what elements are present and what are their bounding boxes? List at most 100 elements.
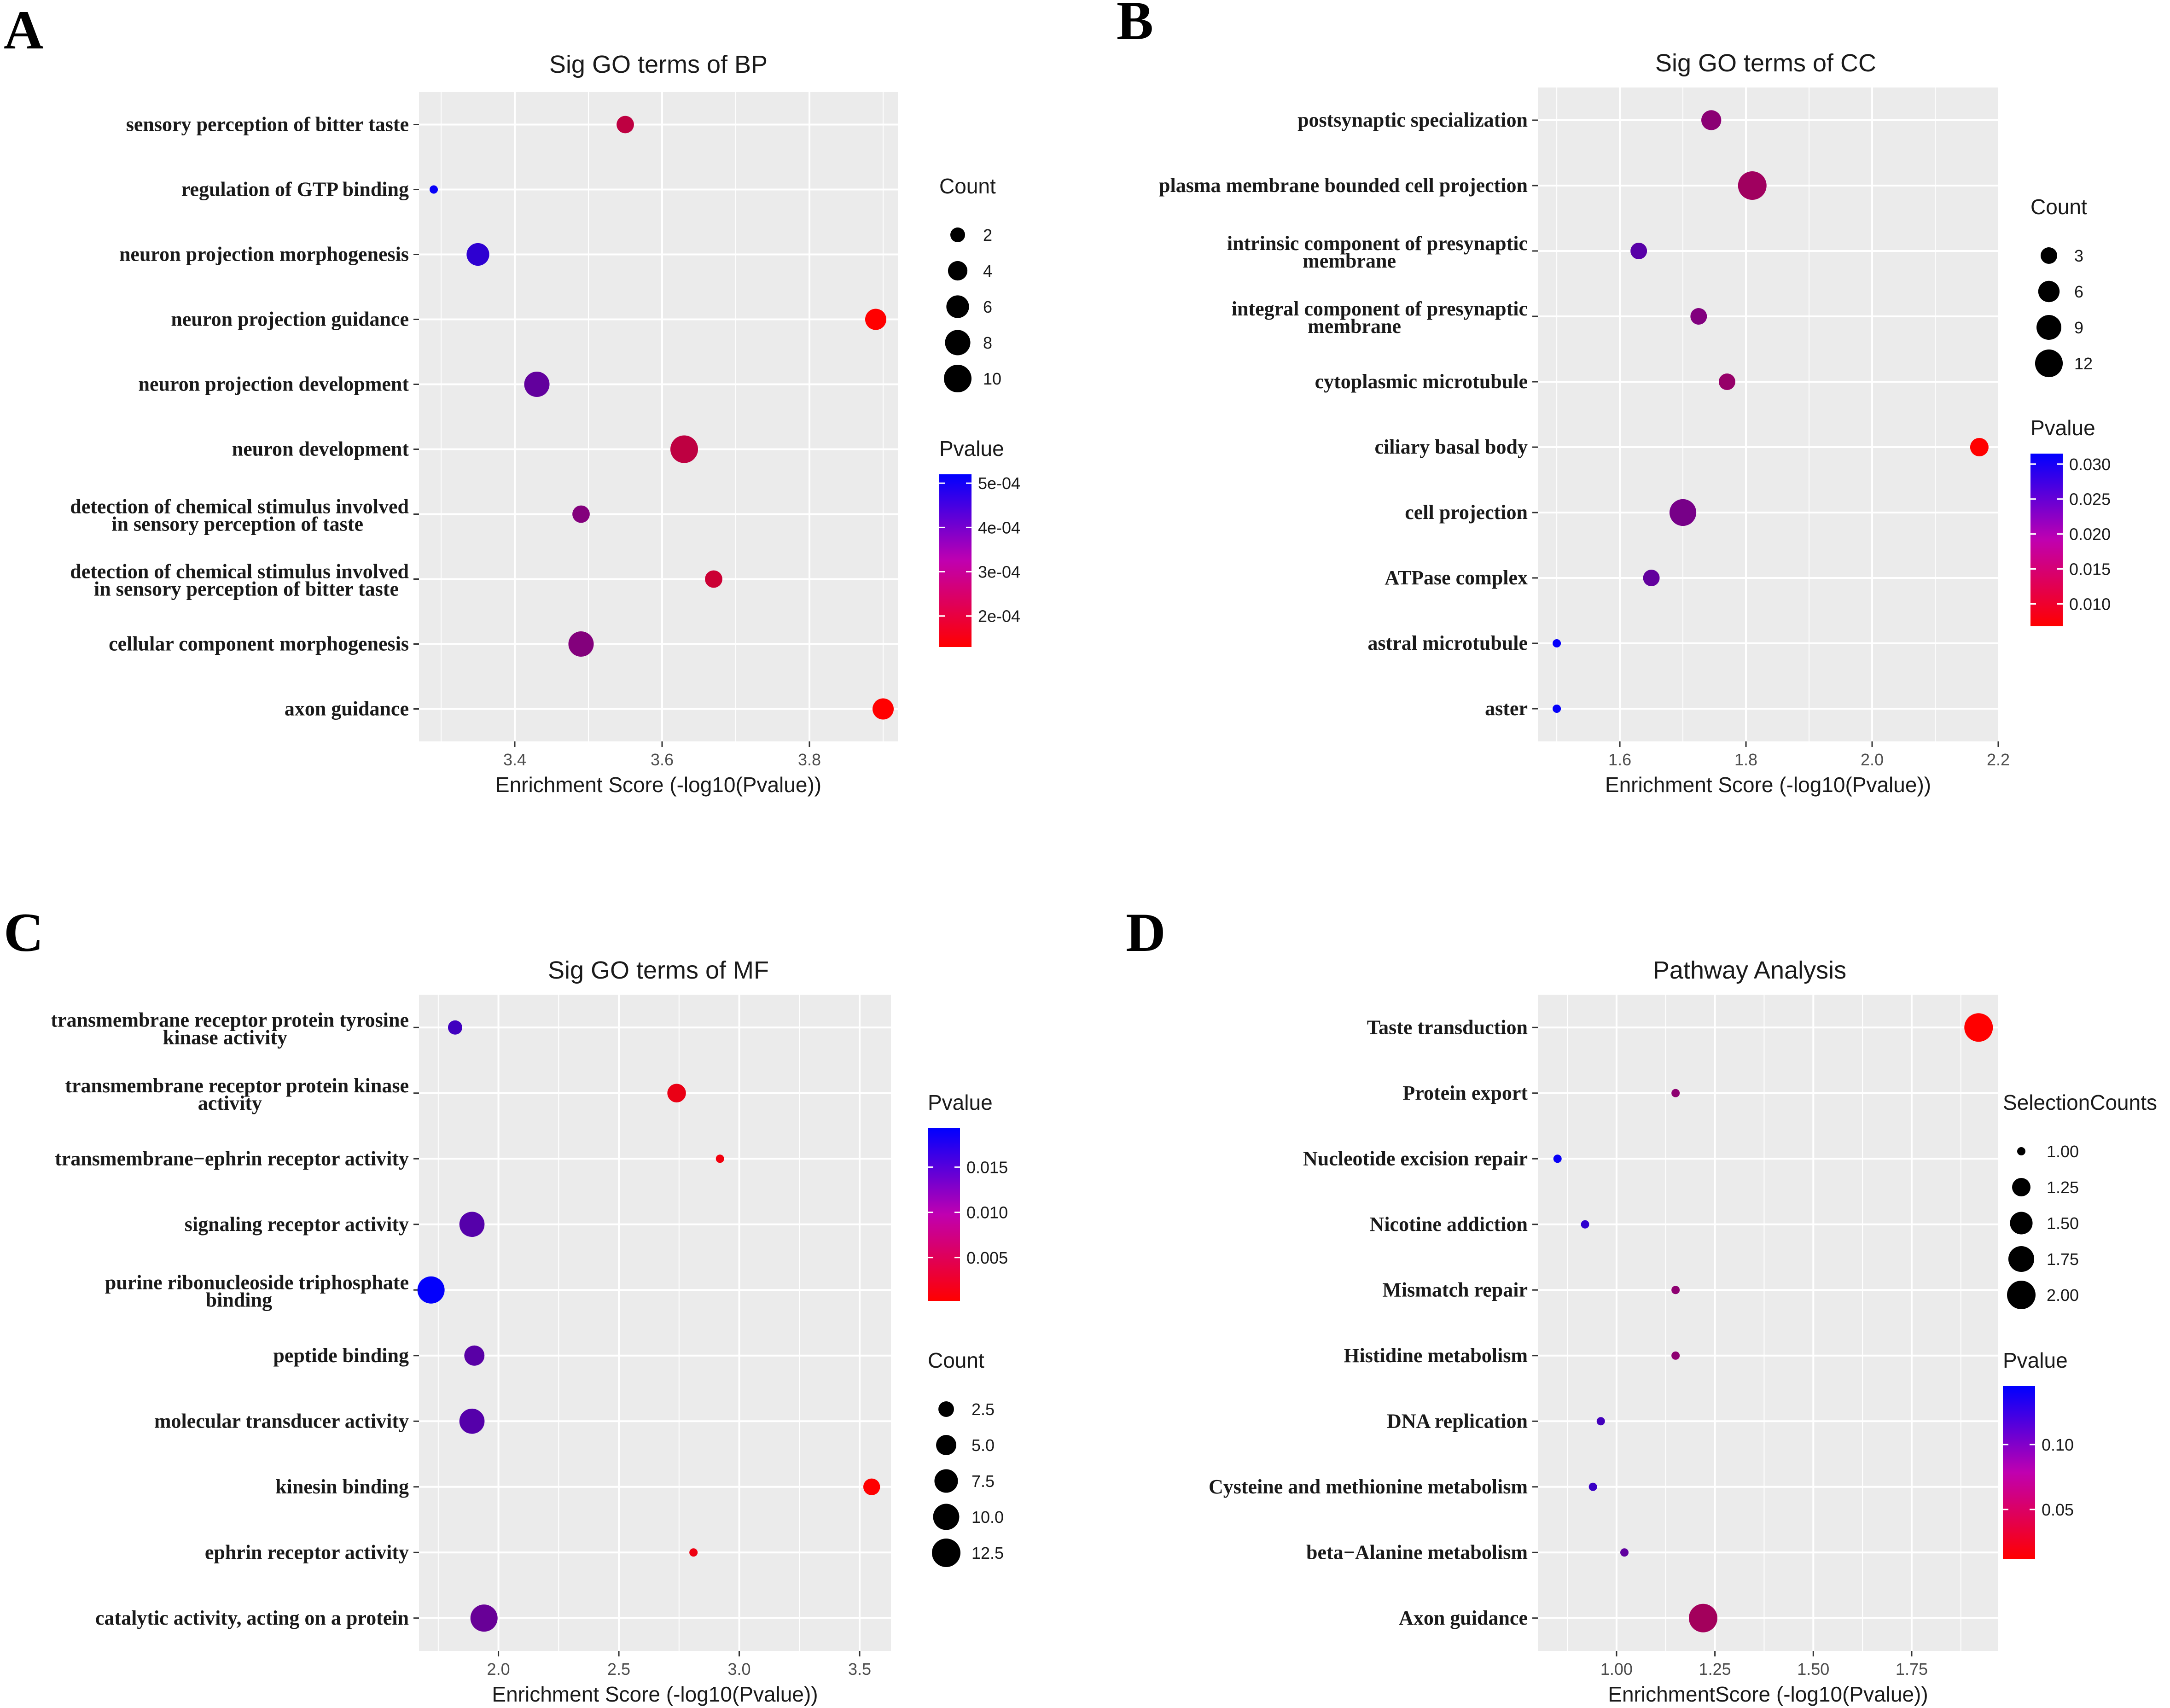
legend-size-label: 5.0 [972, 1436, 995, 1455]
data-point [1671, 1286, 1680, 1294]
legend-colorbar-label: 0.015 [966, 1158, 1008, 1177]
legend-size: Count 2 4 6 8 10 [939, 174, 1001, 392]
legend-size-label: 1.50 [2047, 1214, 2079, 1233]
legend-size-label: 2 [983, 226, 992, 245]
x-tick-label: 2.0 [1861, 750, 1884, 769]
y-label-line: activity [198, 1092, 262, 1114]
data-point [873, 698, 894, 720]
y-category-label: DNA replication [1387, 1410, 1528, 1432]
legend-size-label: 10.0 [972, 1508, 1004, 1527]
data-point [1671, 1351, 1680, 1360]
x-tick-label: 2.0 [487, 1660, 510, 1679]
y-label-line: intrinsic component of presynaptic [1227, 232, 1528, 255]
legend-size-key [934, 1469, 958, 1493]
x-axis-label: Enrichment Score (-log10(Pvalue)) [495, 773, 821, 797]
panel-letter-d: D [1126, 902, 1166, 963]
y-category-label: Taste transduction [1367, 1016, 1528, 1038]
y-category-label: regulation of GTP binding [181, 178, 409, 201]
legend-size-key [933, 1504, 960, 1530]
legend-colorbar-label: 0.030 [2069, 455, 2111, 474]
y-category-label: aster [1485, 697, 1528, 720]
data-point [617, 116, 634, 134]
legend-size-title: Count [939, 174, 996, 198]
legend-colorbar-label: 0.005 [966, 1248, 1008, 1267]
legend-colorbar-label: 5e-04 [978, 474, 1020, 493]
legend-size-title: Count [2030, 195, 2087, 219]
data-point [670, 435, 698, 463]
data-point [1738, 171, 1767, 200]
data-point [1690, 308, 1707, 325]
legend-size-label: 10 [983, 369, 1001, 388]
data-point [1620, 1548, 1629, 1557]
data-point [667, 1084, 686, 1102]
legend-size-key [2036, 315, 2061, 340]
y-label-line: binding [206, 1288, 272, 1311]
y-category-label: transmembrane−ephrin receptor activity [55, 1147, 409, 1170]
y-category-label: neuron projection morphogenesis [119, 243, 409, 266]
legend-size: Count 3 6 9 12 [2030, 195, 2093, 378]
legend-color-title: Pvalue [2030, 416, 2095, 440]
chart-panel-d: Pathway Analysis 1.00 1.25 1.50 1.75 Enrichme… [1209, 956, 2157, 1706]
legend-colorbar-label: 0.010 [2069, 595, 2111, 613]
y-label-line: purine ribonucleoside triphosphate [105, 1271, 409, 1294]
legend-size-key [2038, 280, 2060, 303]
legend-colorbar-label: 0.05 [2042, 1500, 2074, 1519]
data-point [716, 1154, 724, 1163]
x-tick-label: 1.6 [1608, 750, 1631, 769]
y-label-line: in sensory perception of taste [111, 513, 363, 536]
legend-size-label: 4 [983, 262, 992, 280]
legend-size-label: 2.00 [2047, 1286, 2079, 1305]
y-label-line: detection of chemical stimulus involved [70, 495, 409, 518]
y-category-label: Protein export [1402, 1082, 1528, 1104]
legend-color-title: Pvalue [928, 1090, 993, 1114]
y-category-label: cell projection [1405, 501, 1528, 524]
y-category-label: ephrin receptor activity [205, 1541, 409, 1563]
legend-size-title: Count [928, 1348, 984, 1372]
chart-title: Sig GO terms of MF [548, 956, 769, 984]
y-label-line: transmembrane receptor protein tyrosine [51, 1008, 409, 1031]
legend-size-key [2035, 349, 2063, 378]
x-tick-label: 3.0 [728, 1660, 751, 1679]
y-category-label: peptide binding [273, 1344, 409, 1367]
legend-colorbar-label: 0.10 [2042, 1435, 2074, 1454]
y-category-label: detection of chemical stimulus involved i… [70, 560, 409, 600]
y-category-label: kinesin binding [275, 1475, 409, 1498]
y-category-label: detection of chemical stimulus involved i… [70, 495, 409, 536]
data-point [1701, 110, 1722, 130]
legend-colorbar-label: 0.015 [2069, 560, 2111, 579]
data-point [430, 185, 438, 194]
x-tick-label: 3.4 [503, 750, 526, 769]
legend-size-key [938, 1401, 954, 1417]
y-category-label: Cysteine and methionine metabolism [1209, 1475, 1528, 1498]
y-category-label: postsynaptic specialization [1297, 109, 1528, 131]
y-category-label: neuron projection development [139, 373, 409, 396]
plot-background [1538, 995, 1998, 1651]
x-tick-label: 3.5 [848, 1660, 871, 1679]
legend-size-label: 1.75 [2047, 1250, 2079, 1269]
data-point [705, 570, 722, 588]
y-category-label: neuron development [232, 438, 409, 461]
y-label-line: membrane [1308, 315, 1401, 338]
data-point [524, 371, 550, 397]
y-category-label: astral microtubule [1368, 632, 1528, 654]
y-category-label: Nucleotide excision repair [1303, 1147, 1528, 1170]
y-label-line: detection of chemical stimulus involved [70, 560, 409, 583]
legend-colorbar-label: 0.020 [2069, 525, 2111, 544]
legend-size-label: 6 [2074, 282, 2083, 301]
x-tick-label: 2.2 [1987, 750, 2010, 769]
legend-size-title: SelectionCounts [2003, 1090, 2157, 1114]
legend-size-label: 2.5 [972, 1400, 995, 1419]
legend-size-label: 1.00 [2047, 1142, 2079, 1161]
y-category-label: integral component of presynaptic membran… [1232, 297, 1528, 338]
y-category-label: Histidine metabolism [1344, 1344, 1528, 1367]
data-point [1718, 373, 1735, 390]
chart-title: Pathway Analysis [1653, 956, 1846, 984]
y-category-label: signaling receptor activity [185, 1213, 409, 1236]
data-point [863, 1478, 880, 1495]
x-tick-label: 1.50 [1797, 1660, 1829, 1679]
data-point [1553, 1154, 1562, 1163]
y-category-label: Nicotine addiction [1370, 1213, 1528, 1236]
y-category-label: plasma membrane bounded cell projection [1159, 174, 1528, 197]
legend-size-key [936, 1435, 956, 1455]
x-tick-label: 2.5 [607, 1660, 630, 1679]
